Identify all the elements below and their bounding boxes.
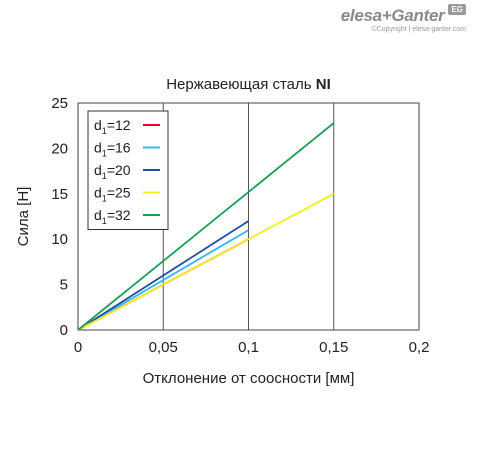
series-line-16 — [77, 229, 249, 331]
y-tick-label: 10 — [51, 231, 68, 248]
brand-copyright: ©Copyright | elesa-ganter.com — [371, 26, 466, 33]
series-line-32 — [77, 122, 335, 331]
x-tick-label: 0,15 — [319, 339, 348, 356]
legend-label: d1=12 — [94, 117, 131, 136]
y-tick-label: 25 — [51, 95, 68, 112]
x-axis-label: Отклонение от соосности [мм] — [143, 370, 355, 387]
y-axis-label: Сила [Н] — [15, 187, 32, 247]
y-tick-label: 15 — [51, 186, 68, 203]
legend-label: d1=16 — [94, 140, 131, 159]
brand-logo: elesa+Ganter EG ©Copyright | elesa-gante… — [340, 4, 466, 33]
x-tick-label: 0,1 — [238, 339, 259, 356]
legend-label: d1=20 — [94, 162, 131, 181]
series-line-20 — [77, 220, 249, 331]
series-line-25 — [77, 193, 335, 331]
brand-badge: EG — [448, 4, 466, 15]
legend-label: d1=25 — [94, 185, 131, 204]
x-tick-label: 0,2 — [409, 339, 430, 356]
plot-frame — [77, 102, 420, 331]
x-tick-label: 0 — [74, 339, 82, 356]
y-tick-label: 20 — [51, 140, 68, 157]
x-tick-label: 0,05 — [149, 339, 178, 356]
y-tick-label: 0 — [60, 322, 68, 339]
legend-label: d1=32 — [94, 207, 131, 226]
brand-name: elesa+Ganter — [340, 6, 445, 25]
y-tick-label: 5 — [60, 277, 68, 294]
chart-title: Нержавеющая сталь NI — [166, 76, 331, 93]
